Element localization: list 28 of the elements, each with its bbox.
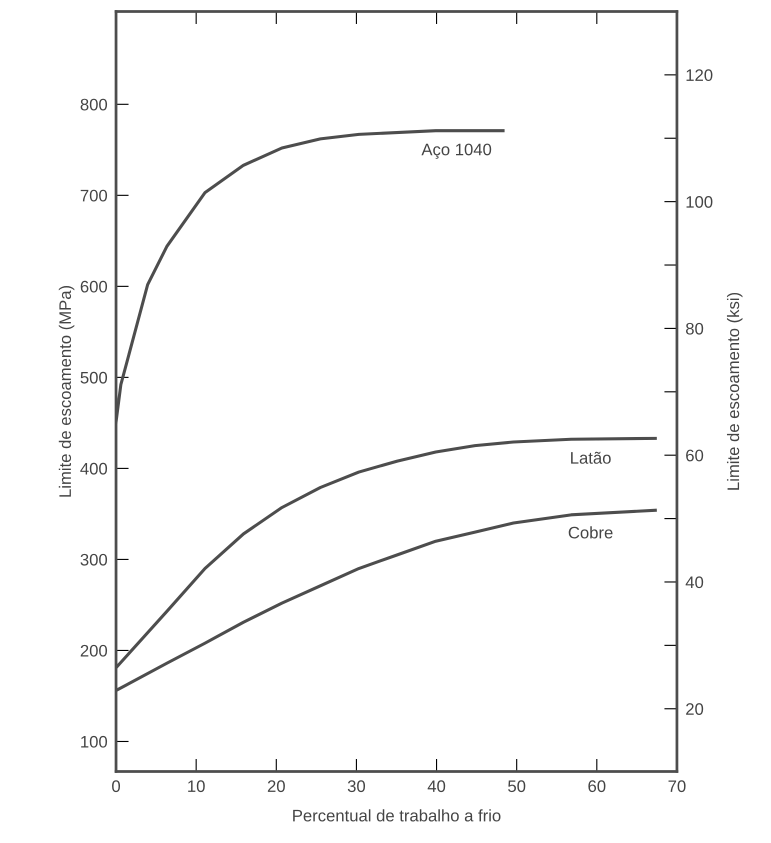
y-tick-label: 500 — [80, 372, 108, 384]
x-tick-label: 10 — [188, 780, 205, 792]
y-tick-label: 300 — [80, 554, 108, 566]
y-tick-label: 600 — [80, 280, 108, 293]
y2-tick-label: 120 — [686, 69, 712, 82]
y2-tick-label: 40 — [686, 576, 704, 588]
x-tick-label: 60 — [588, 780, 606, 792]
y-axis-title: Limite de escoamento (MPa) — [58, 286, 74, 497]
x-tick-label: 40 — [428, 780, 446, 792]
y-tick-label: 700 — [80, 190, 108, 202]
x-tick-label: 30 — [348, 780, 366, 792]
series-label: Cobre — [568, 526, 613, 539]
series-label: Aço 1040 — [421, 144, 492, 159]
y2-tick-label: 60 — [686, 450, 704, 462]
x-tick-label: 70 — [668, 780, 686, 792]
y-tick-label: 100 — [81, 736, 108, 748]
x-axis-title: Percentual de trabalho a frio — [293, 809, 500, 822]
y2-tick-label: 20 — [686, 703, 704, 715]
x-tick-label: 20 — [268, 780, 285, 792]
y-tick-label: 800 — [80, 98, 108, 111]
x-tick-label: 0 — [112, 780, 120, 792]
y-tick-label: 400 — [80, 462, 108, 475]
y2-tick-label: 80 — [686, 322, 704, 335]
y2-axis-title: Limite de escoamento (ksi) — [726, 292, 742, 490]
series-label: Latão — [571, 452, 611, 464]
x-tick-label: 50 — [508, 780, 526, 792]
y2-tick-label: 100 — [686, 196, 712, 208]
y-tick-label: 200 — [80, 644, 108, 657]
